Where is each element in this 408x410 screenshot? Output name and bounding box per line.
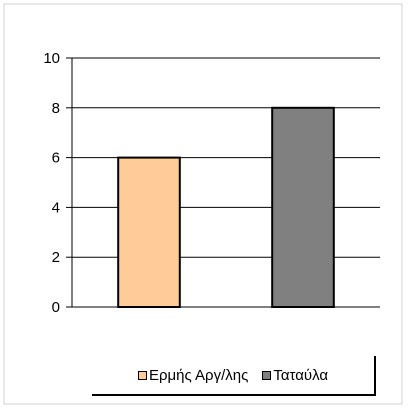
y-tick-label: 10: [43, 50, 60, 67]
legend-item-ermis: Ερμής Αργ/λης: [137, 366, 249, 384]
chart-area-border: [3, 3, 403, 405]
y-tick-label: 2: [52, 249, 60, 266]
bar-0: [117, 156, 181, 308]
legend-swatch-ermis: [137, 370, 147, 380]
legend-swatch-tataula: [262, 370, 272, 380]
legend-label-ermis: Ερμής Αργ/λης: [148, 366, 249, 384]
y-tick-label: 6: [52, 150, 60, 167]
legend: Ερμής Αργ/λης Ταταύλα: [92, 356, 376, 396]
legend-label-tataula: Ταταύλα: [273, 366, 329, 384]
y-tick-label: 8: [52, 100, 60, 117]
y-tick-label: 0: [52, 299, 60, 316]
bars: [117, 106, 335, 308]
y-tick-label: 4: [52, 199, 60, 216]
legend-item-tataula: Ταταύλα: [262, 367, 328, 384]
y-axis: 0 2 4 6 8 10: [43, 50, 73, 316]
bar-1: [271, 106, 335, 308]
